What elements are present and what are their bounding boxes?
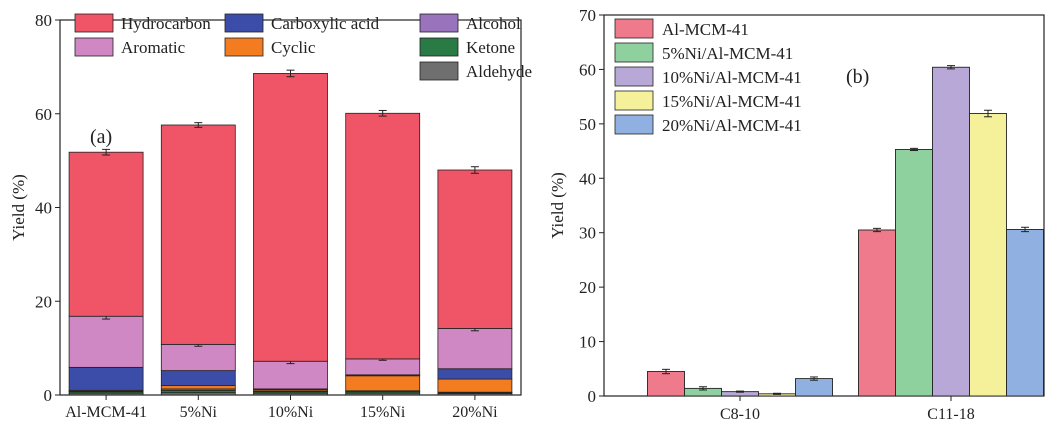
bar — [796, 379, 833, 396]
bar-segment — [438, 369, 512, 379]
legend-swatch — [615, 115, 653, 134]
legend-label: Hydrocarbon — [121, 14, 211, 33]
bar-segment — [161, 386, 235, 389]
bar — [859, 230, 896, 396]
bar-segment — [69, 316, 143, 367]
legend-swatch — [75, 14, 113, 32]
legend-label: 5%Ni/Al-MCM-41 — [662, 44, 793, 63]
bar — [648, 372, 685, 396]
x-tick-label-a: 15%Ni — [360, 404, 406, 421]
legend-label: 20%Ni/Al-MCM-41 — [662, 116, 802, 135]
legend-swatch — [420, 14, 458, 32]
y-tick-label-b: 20 — [579, 278, 596, 297]
y-tick-label-a: 80 — [35, 11, 52, 30]
legend-swatch — [225, 14, 263, 32]
panel-label-b: (b) — [846, 66, 869, 88]
bar-segment — [254, 73, 328, 361]
bar-segment — [161, 344, 235, 370]
legend-swatch — [615, 19, 653, 38]
legend-label: 10%Ni/Al-MCM-41 — [662, 68, 802, 87]
y-axis-label-a: Yield (%) — [9, 174, 28, 241]
bar-segment — [438, 170, 512, 328]
panel-label-a: (a) — [90, 126, 112, 148]
bar-segment — [346, 113, 420, 359]
legend-label: Aldehyde — [466, 62, 532, 81]
legend-label: Alcohol — [466, 14, 521, 33]
legend-label: Ketone — [466, 38, 515, 57]
bar — [1007, 229, 1044, 396]
y-tick-label-a: 40 — [35, 199, 52, 218]
y-tick-label-b: 0 — [588, 387, 597, 406]
bar-segment — [254, 361, 328, 389]
legend-swatch — [225, 38, 263, 56]
x-tick-label-a: 10%Ni — [268, 404, 314, 421]
y-tick-label-b: 30 — [579, 224, 596, 243]
legend-swatch — [615, 43, 653, 62]
x-tick-label-a: Al-MCM-41 — [65, 404, 147, 421]
x-tick-label-a: 5%Ni — [180, 404, 218, 421]
y-tick-label-b: 10 — [579, 333, 596, 352]
bar-segment — [161, 125, 235, 344]
bar — [896, 149, 933, 396]
bar-segment — [69, 367, 143, 390]
legend-label: Al-MCM-41 — [662, 20, 749, 39]
bar — [933, 67, 970, 396]
y-tick-label-b: 50 — [579, 115, 596, 134]
x-tick-label-a: 20%Ni — [452, 404, 498, 421]
bar-segment — [161, 371, 235, 386]
legend-swatch — [420, 62, 458, 80]
y-tick-label-a: 20 — [35, 292, 52, 311]
bar — [970, 114, 1007, 396]
y-axis-label-b: Yield (%) — [548, 172, 567, 239]
bar-segment — [346, 359, 420, 375]
bar-segment — [438, 379, 512, 392]
legend-swatch — [615, 67, 653, 86]
legend-swatch — [75, 38, 113, 56]
y-tick-label-b: 60 — [579, 60, 596, 79]
y-tick-label-a: 60 — [35, 105, 52, 124]
bar-segment — [438, 328, 512, 368]
legend-swatch — [420, 38, 458, 56]
legend-label: 15%Ni/Al-MCM-41 — [662, 92, 802, 111]
legend-swatch — [615, 91, 653, 110]
y-tick-label-b: 70 — [579, 6, 596, 25]
legend-label: Aromatic — [121, 38, 186, 57]
x-tick-label-b: C11-18 — [927, 406, 974, 423]
y-tick-label-b: 40 — [579, 169, 596, 188]
legend-label: Cyclic — [271, 38, 316, 57]
bar-segment — [346, 376, 420, 391]
y-tick-label-a: 0 — [44, 386, 53, 405]
x-tick-label-b: C8-10 — [720, 406, 760, 423]
legend-label: Carboxylic acid — [271, 14, 380, 33]
bar-segment — [69, 152, 143, 316]
